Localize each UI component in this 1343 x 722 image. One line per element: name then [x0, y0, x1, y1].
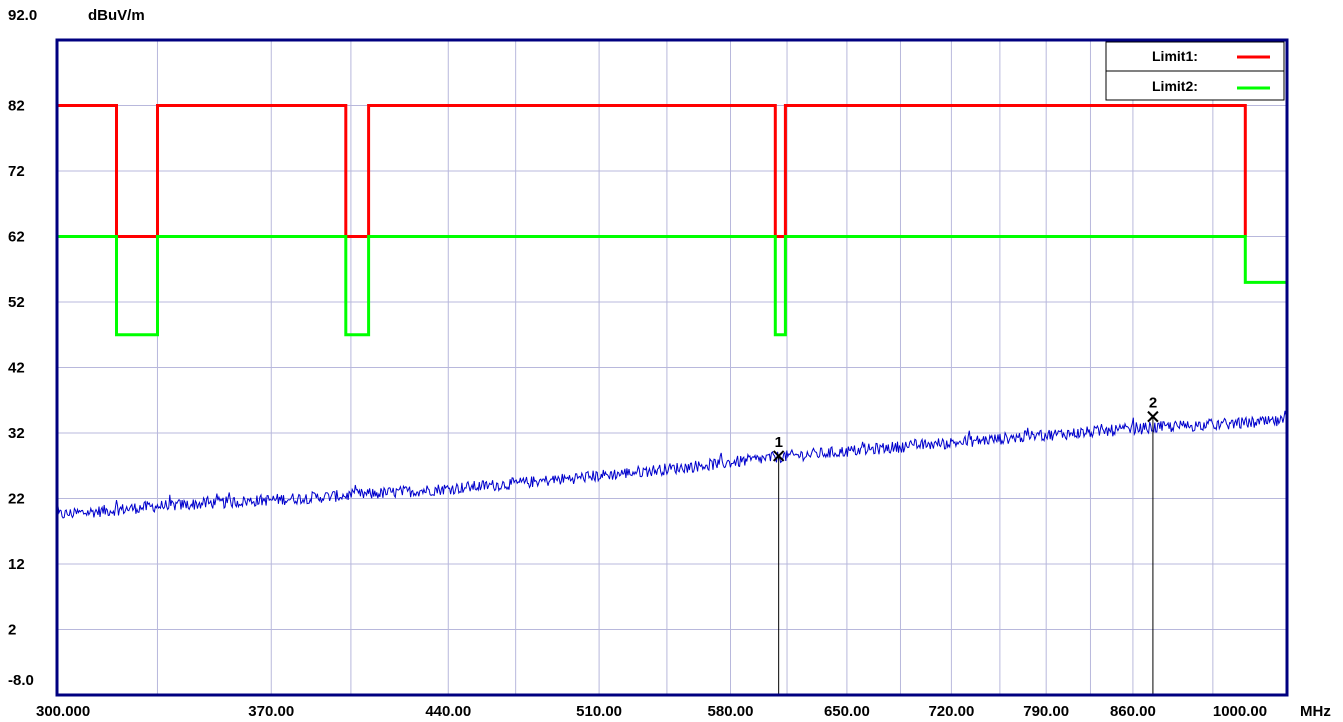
y-tick-label: 42 [8, 360, 25, 377]
x-tick-label: 580.00 [708, 703, 754, 720]
y-tick-label: 12 [8, 556, 25, 573]
y-tick-label: 92.0 [8, 7, 37, 24]
limit-line-2 [57, 235, 1287, 337]
x-tick-label: 300.000 [36, 703, 90, 720]
y-axis: 92.0 82 72 62 52 42 32 22 12 2 -8.0 [8, 7, 37, 689]
y-tick-label: 52 [8, 294, 25, 311]
legend: Limit1: Limit2: [1105, 41, 1285, 101]
measurement-trace [56, 410, 1288, 519]
x-tick-label: 720.00 [928, 703, 974, 720]
y-tick-label: 2 [8, 622, 16, 639]
x-tick-label: 440.00 [425, 703, 471, 720]
x-tick-label: 1000.00 [1213, 703, 1267, 720]
legend-entry-limit1: Limit1: [1152, 48, 1198, 64]
x-tick-label: 510.00 [576, 703, 622, 720]
plot-frame [55, 38, 1289, 697]
x-tick-label: 790.00 [1023, 703, 1069, 720]
y-tick-label: 22 [8, 491, 25, 508]
x-unit-label: MHz [1300, 703, 1331, 720]
y-tick-label: 32 [8, 425, 25, 442]
y-tick-label: 62 [8, 229, 25, 246]
marker-label: 1 [775, 434, 783, 451]
y-tick-label: 82 [8, 98, 25, 115]
legend-entry-limit2: Limit2: [1152, 78, 1198, 94]
markers-layer: 12 [772, 395, 1159, 695]
x-tick-label: 860.00 [1110, 703, 1156, 720]
marker-cross [772, 450, 785, 462]
series-layer [56, 104, 1288, 519]
y-unit-label: dBuV/m [88, 7, 145, 24]
x-tick-label: 650.00 [824, 703, 870, 720]
marker-cross [1147, 410, 1159, 423]
x-axis: 300.000 370.00 440.00 510.00 580.00 650.00 720… [36, 703, 1267, 720]
y-tick-label: 72 [8, 163, 25, 180]
y-tick-label: -8.0 [8, 672, 34, 689]
x-tick-label: 370.00 [248, 703, 294, 720]
marker-label: 2 [1149, 395, 1157, 412]
